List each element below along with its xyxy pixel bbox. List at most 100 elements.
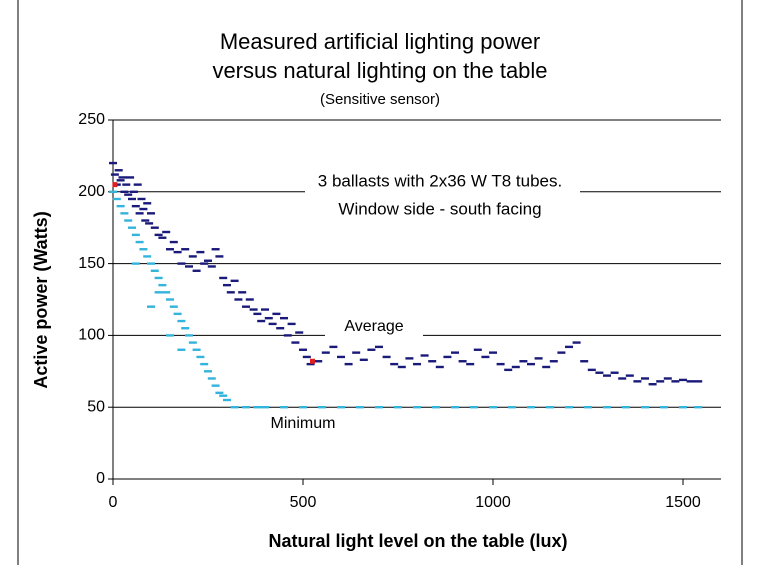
point bbox=[375, 345, 383, 349]
point bbox=[435, 365, 444, 369]
point bbox=[299, 348, 307, 351]
point bbox=[181, 327, 190, 330]
point bbox=[565, 406, 573, 409]
x-tick-label: 1500 bbox=[665, 494, 701, 511]
point bbox=[166, 334, 174, 337]
point bbox=[382, 355, 391, 359]
point bbox=[154, 291, 163, 294]
point bbox=[253, 312, 262, 316]
point bbox=[230, 406, 239, 409]
point bbox=[321, 351, 330, 354]
point bbox=[230, 279, 239, 283]
point bbox=[162, 230, 171, 234]
point bbox=[188, 255, 197, 258]
point bbox=[587, 368, 596, 372]
point bbox=[295, 331, 304, 334]
point bbox=[185, 265, 193, 268]
point bbox=[124, 219, 133, 222]
point bbox=[147, 305, 155, 308]
point bbox=[245, 298, 254, 301]
point bbox=[116, 179, 125, 182]
point bbox=[110, 173, 119, 176]
point bbox=[158, 283, 167, 287]
point bbox=[352, 351, 361, 354]
point bbox=[603, 406, 611, 409]
point bbox=[177, 319, 186, 323]
point bbox=[489, 351, 497, 354]
point bbox=[215, 391, 224, 395]
point bbox=[306, 362, 315, 366]
point bbox=[204, 370, 212, 373]
point bbox=[223, 283, 231, 287]
point bbox=[261, 308, 269, 311]
point bbox=[610, 371, 619, 374]
point bbox=[337, 406, 345, 409]
point bbox=[112, 197, 121, 201]
point bbox=[192, 348, 201, 351]
point bbox=[299, 406, 307, 409]
point bbox=[694, 406, 703, 409]
point bbox=[314, 360, 323, 363]
point bbox=[660, 406, 668, 409]
point bbox=[519, 360, 528, 363]
point bbox=[135, 240, 144, 244]
point bbox=[188, 341, 197, 344]
point bbox=[390, 362, 399, 366]
point bbox=[147, 262, 155, 265]
point bbox=[129, 190, 138, 193]
point bbox=[143, 255, 152, 258]
point bbox=[473, 348, 482, 351]
point bbox=[428, 360, 437, 363]
point bbox=[511, 365, 520, 369]
point bbox=[359, 358, 368, 362]
point bbox=[211, 248, 220, 251]
point bbox=[120, 212, 129, 215]
point bbox=[375, 406, 383, 409]
point bbox=[253, 406, 262, 409]
chart-subtitle: versus natural lighting on the table bbox=[212, 58, 547, 83]
point bbox=[618, 377, 627, 380]
point bbox=[603, 374, 611, 377]
point bbox=[185, 334, 193, 337]
point bbox=[413, 362, 421, 366]
point bbox=[264, 316, 273, 320]
point bbox=[128, 226, 136, 229]
point bbox=[234, 298, 243, 301]
point bbox=[489, 406, 497, 409]
point bbox=[405, 357, 414, 360]
point bbox=[481, 355, 490, 359]
point bbox=[207, 377, 216, 380]
point bbox=[120, 190, 129, 193]
point bbox=[200, 262, 209, 265]
point bbox=[207, 265, 216, 268]
point bbox=[443, 355, 452, 359]
point bbox=[166, 248, 174, 251]
point bbox=[118, 176, 127, 179]
point bbox=[211, 384, 220, 387]
point bbox=[504, 368, 513, 372]
point bbox=[622, 406, 630, 409]
point bbox=[549, 360, 558, 363]
point bbox=[114, 169, 123, 172]
point bbox=[679, 378, 687, 382]
point bbox=[671, 380, 680, 383]
point bbox=[496, 362, 505, 366]
point bbox=[451, 351, 459, 354]
point bbox=[268, 322, 277, 326]
point bbox=[109, 190, 117, 193]
point bbox=[154, 233, 163, 237]
point bbox=[116, 204, 125, 208]
point bbox=[139, 207, 148, 211]
point bbox=[131, 233, 140, 237]
y-tick-label: 250 bbox=[78, 111, 105, 128]
point bbox=[181, 248, 190, 251]
point bbox=[272, 312, 281, 316]
point bbox=[546, 406, 554, 409]
y-tick-label: 200 bbox=[78, 183, 105, 200]
point bbox=[169, 305, 178, 308]
point bbox=[215, 255, 224, 258]
highlight-point bbox=[310, 358, 315, 364]
point bbox=[145, 222, 154, 225]
y-tick-label: 0 bbox=[96, 470, 105, 487]
